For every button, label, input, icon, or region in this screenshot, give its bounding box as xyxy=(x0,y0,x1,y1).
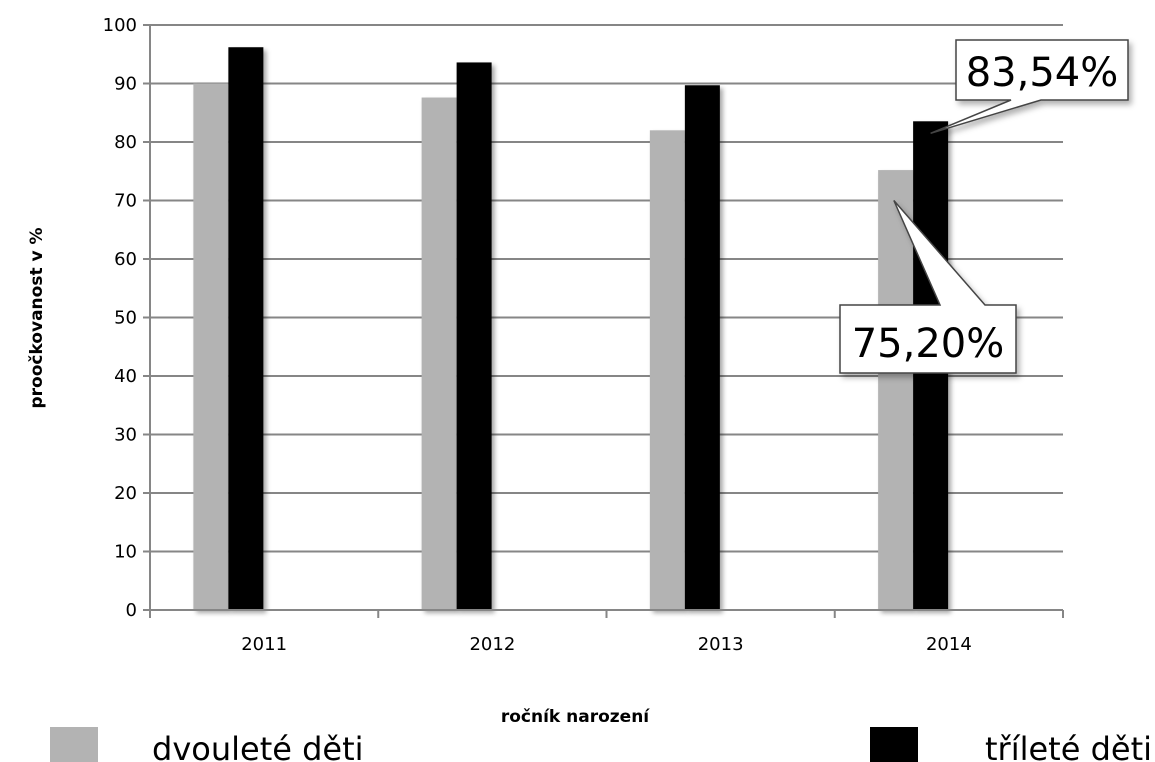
bar-2014-dvoulete xyxy=(878,170,914,610)
callout-box-trilete-2014 xyxy=(930,39,1129,135)
bar-2011-trilete xyxy=(228,47,264,611)
x-tick-label: 2011 xyxy=(241,634,287,655)
x-axis: 2011 2012 2013 2014 xyxy=(143,609,1064,655)
legend-label-dvoulete: dvouleté děti xyxy=(152,730,364,762)
x-tick-label: 2014 xyxy=(926,634,972,655)
y-tick-label: 60 xyxy=(114,249,137,270)
legend-swatch-trilete xyxy=(870,727,918,762)
gridlines xyxy=(150,24,1063,553)
callout-box-dvoulete-2014 xyxy=(839,200,1017,374)
y-tick-label: 100 xyxy=(103,15,137,36)
y-tick-label: 10 xyxy=(114,542,137,563)
y-tick-label: 0 xyxy=(126,600,137,621)
y-tick-label: 40 xyxy=(114,366,137,387)
y-tick-label: 80 xyxy=(114,132,137,153)
y-tick-label: 20 xyxy=(114,483,137,504)
y-axis: 0 10 20 30 40 50 60 70 80 90 100 xyxy=(103,15,151,621)
bar-2012-trilete xyxy=(456,62,492,610)
y-axis-label: proočkovanost v % xyxy=(27,227,47,408)
y-tick-label: 30 xyxy=(114,425,137,446)
callouts: 83,54% 75,20% xyxy=(839,39,1129,374)
bar-2013-trilete xyxy=(684,85,720,610)
legend-swatch-dvoulete xyxy=(50,727,98,762)
y-tick-label: 70 xyxy=(114,191,137,212)
bars xyxy=(193,47,949,611)
bar-2013-dvoulete xyxy=(649,130,685,611)
x-tick-label: 2012 xyxy=(469,634,515,655)
callout-label-dvoulete-2014: 75,20% xyxy=(852,321,1005,367)
bar-2011-dvoulete xyxy=(193,83,229,610)
x-axis-label: ročník narození xyxy=(501,707,650,727)
y-tick-label: 90 xyxy=(114,74,137,95)
y-tick-label: 50 xyxy=(114,308,137,329)
legend: dvouleté děti tříleté děti xyxy=(50,727,1152,762)
callout-label-trilete-2014: 83,54% xyxy=(966,50,1119,96)
x-tick-label: 2013 xyxy=(698,634,744,655)
bar-2012-dvoulete xyxy=(421,97,457,611)
legend-label-trilete: tříleté děti xyxy=(985,730,1152,762)
